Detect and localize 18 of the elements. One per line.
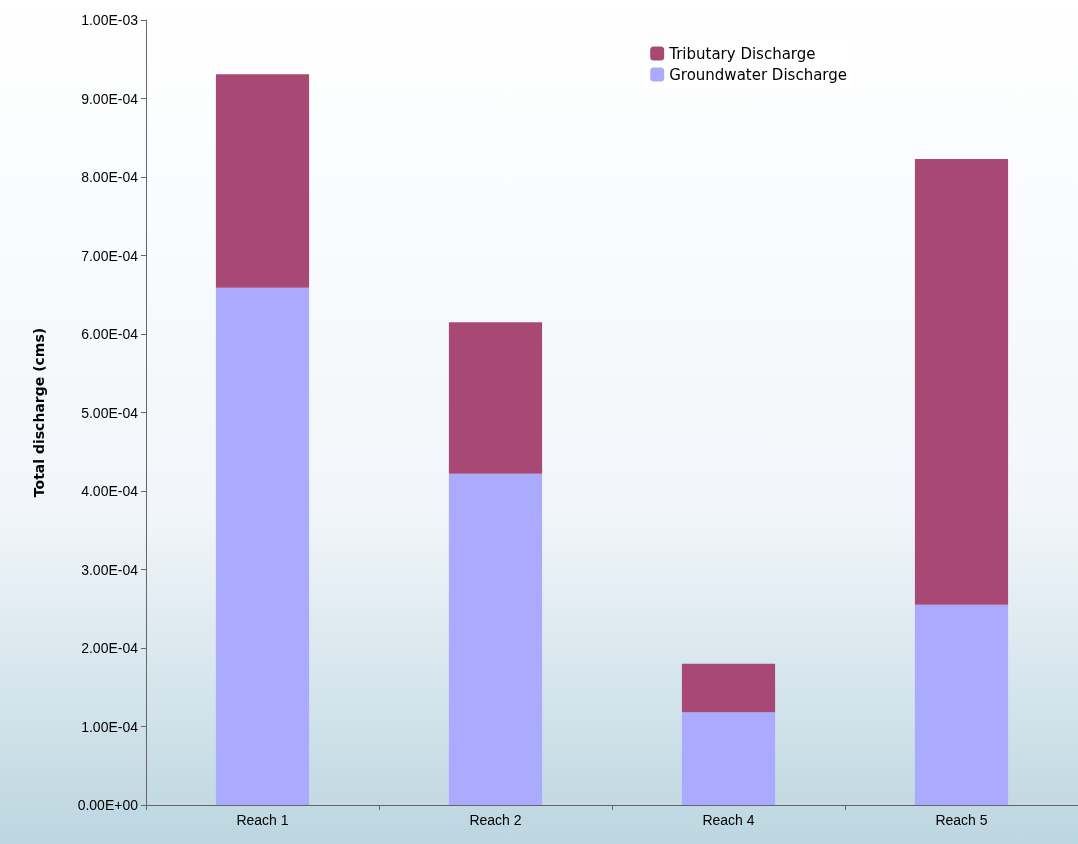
y-tick-label: 9.00E-04 (81, 90, 139, 107)
legend-label: Groundwater Discharge (669, 65, 847, 84)
y-tick-label: 6.00E-04 (81, 326, 139, 342)
y-tick-label: 7.00E-04 (81, 247, 139, 264)
y-tick-label: 8.00E-04 (81, 169, 139, 185)
y-tick-label: 3.00E-04 (81, 561, 139, 578)
legend-label: Tributary Discharge (668, 44, 816, 63)
x-tick-label: Reach 4 (702, 812, 755, 828)
y-tick-label: 1.00E-04 (81, 718, 139, 735)
y-tick-label: 4.00E-04 (81, 483, 139, 499)
x-tick-label: Reach 1 (236, 812, 289, 828)
y-tick-label: 2.00E-04 (81, 640, 139, 656)
x-tick-label: Reach 2 (469, 812, 522, 828)
y-tick-label: 0.00E+00 (77, 797, 139, 813)
y-tick-label: 1.00E-03 (81, 12, 139, 28)
y-tick-label: 5.00E-04 (81, 404, 139, 421)
x-tick-label: Reach 5 (935, 812, 988, 828)
y-axis-title: Total discharge (cms) (31, 327, 47, 498)
